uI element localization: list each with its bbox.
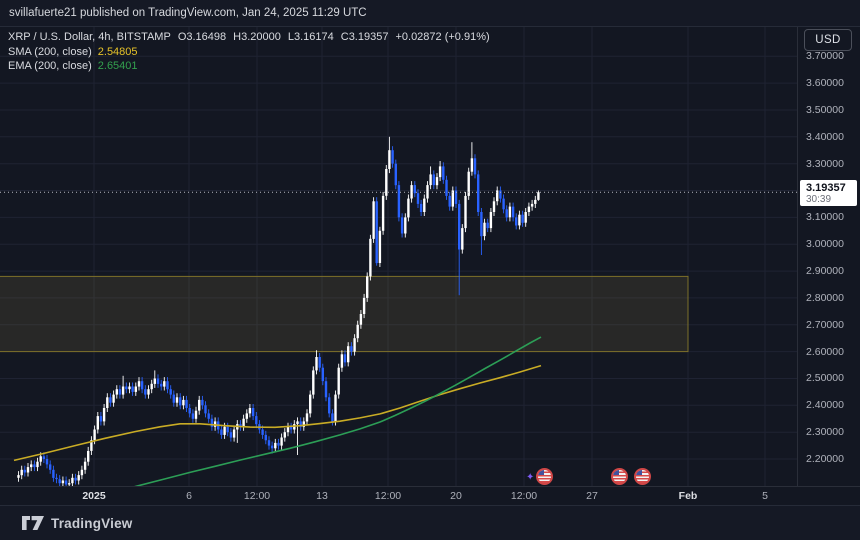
sma-value: 2.54805 bbox=[97, 45, 138, 58]
legend-ema-row: EMA (200, close) 2.65401 bbox=[8, 59, 490, 74]
ohlc-close: C3.19357 bbox=[340, 31, 389, 43]
last-price-label: 3.19357 30:39 bbox=[800, 180, 857, 206]
price-tick-label: 2.80000 bbox=[806, 292, 844, 304]
time-tick-label: 12:00 bbox=[243, 490, 271, 502]
time-tick-label: 6 bbox=[186, 490, 192, 502]
sma-label[interactable]: SMA (200, close) bbox=[8, 45, 92, 58]
chart-widget: XRP / U.S. Dollar, 4h, BITSTAMP O3.16498 H… bbox=[0, 27, 860, 506]
attribution-text: svillafuerte21 published on TradingView.… bbox=[9, 7, 367, 19]
legend-sma-row: SMA (200, close) 2.54805 bbox=[8, 45, 490, 60]
us-flag-event-icon[interactable] bbox=[634, 468, 651, 485]
price-tick-label: 2.60000 bbox=[806, 346, 844, 358]
currency-toggle-button[interactable]: USD bbox=[804, 29, 852, 51]
time-tick-label: 5 bbox=[762, 490, 768, 502]
footer-bar: TradingView bbox=[0, 506, 860, 540]
bar-countdown: 30:39 bbox=[806, 194, 832, 205]
price-tick-label: 3.40000 bbox=[806, 131, 844, 143]
time-axis[interactable]: 2025 6 12:00 13 12:00 20 12:00 27 Feb 5 bbox=[0, 486, 860, 505]
time-tick-label: 13 bbox=[316, 490, 328, 502]
price-tick-label: 2.20000 bbox=[806, 453, 844, 465]
time-tick-label: 12:00 bbox=[374, 490, 402, 502]
time-tick-label: 2025 bbox=[82, 490, 106, 502]
ohlc-open: O3.16498 bbox=[177, 31, 227, 43]
legend-symbol-row: XRP / U.S. Dollar, 4h, BITSTAMP O3.16498 H… bbox=[8, 30, 490, 45]
last-price-value: 3.19357 bbox=[806, 182, 846, 194]
us-flag-event-icon[interactable] bbox=[611, 468, 628, 485]
price-axis[interactable]: USD 3.70000 3.60000 3.50000 3.40000 3.30000 3… bbox=[797, 27, 860, 486]
chart-legend: XRP / U.S. Dollar, 4h, BITSTAMP O3.16498 H… bbox=[8, 30, 490, 74]
sparkle-icon: ✦ bbox=[526, 472, 535, 483]
price-tick-label: 2.90000 bbox=[806, 265, 844, 277]
price-tick-label: 3.70000 bbox=[806, 50, 844, 62]
us-flag-event-icon[interactable] bbox=[536, 468, 553, 485]
price-tick-label: 2.40000 bbox=[806, 399, 844, 411]
price-tick-label: 3.50000 bbox=[806, 104, 844, 116]
ohlc-change: +0.02872 (+0.91%) bbox=[395, 31, 490, 43]
tradingview-brand-link[interactable]: TradingView bbox=[51, 515, 133, 531]
attribution-bar: svillafuerte21 published on TradingView.… bbox=[0, 0, 860, 27]
ema-label[interactable]: EMA (200, close) bbox=[8, 60, 92, 72]
ohlc-high: H3.20000 bbox=[233, 31, 281, 43]
ohlc-low: L3.16174 bbox=[287, 31, 334, 43]
tradingview-logo-icon[interactable] bbox=[22, 516, 44, 530]
chart-plot-area[interactable]: XRP / U.S. Dollar, 4h, BITSTAMP O3.16498 H… bbox=[0, 27, 797, 486]
price-tick-label: 2.50000 bbox=[806, 372, 844, 384]
price-tick-label: 3.10000 bbox=[806, 211, 844, 223]
ema-value: 2.65401 bbox=[97, 60, 138, 72]
time-tick-label: 20 bbox=[450, 490, 462, 502]
candlestick-canvas[interactable] bbox=[0, 27, 797, 486]
price-tick-label: 3.00000 bbox=[806, 238, 844, 250]
price-tick-label: 2.70000 bbox=[806, 319, 844, 331]
time-tick-label: 27 bbox=[586, 490, 598, 502]
time-tick-label: 12:00 bbox=[510, 490, 538, 502]
price-tick-label: 2.30000 bbox=[806, 426, 844, 438]
time-tick-label: Feb bbox=[678, 490, 698, 502]
symbol-title[interactable]: XRP / U.S. Dollar, 4h, BITSTAMP bbox=[8, 31, 171, 43]
price-tick-label: 3.30000 bbox=[806, 158, 844, 170]
price-tick-label: 3.60000 bbox=[806, 77, 844, 89]
